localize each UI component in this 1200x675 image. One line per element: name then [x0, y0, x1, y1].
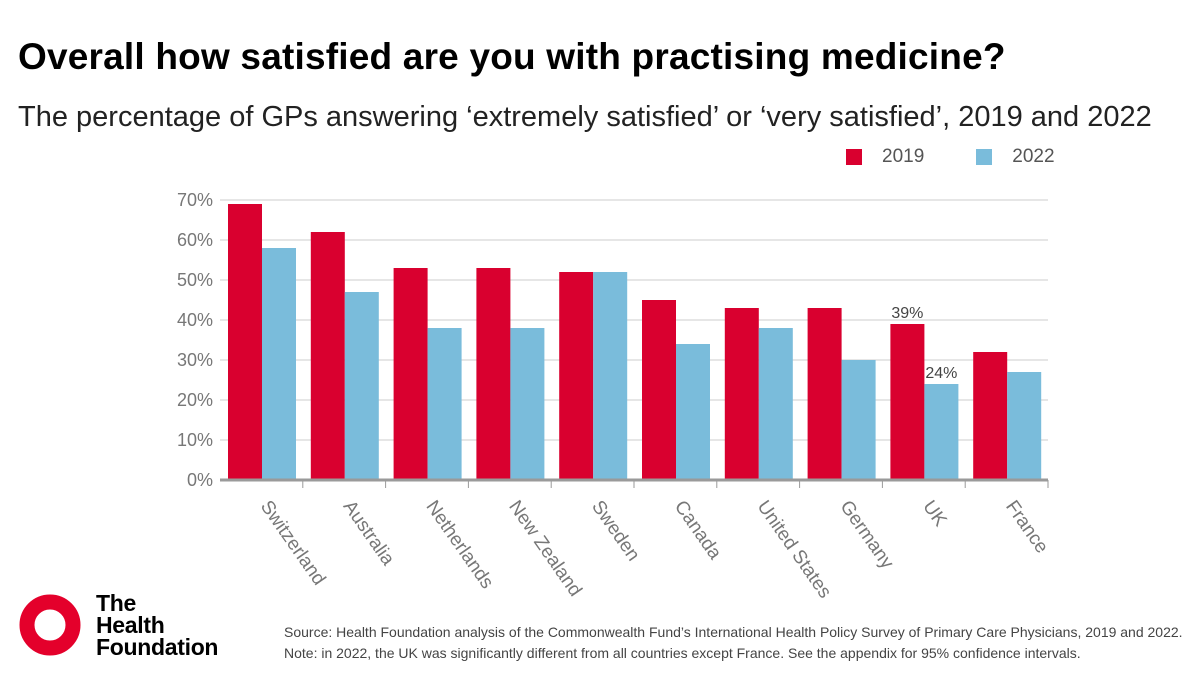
legend-swatch-2019	[846, 149, 862, 165]
data-label: 24%	[925, 365, 957, 382]
bar-2019-uk	[890, 324, 925, 480]
x-tick-label: Sweden	[587, 497, 644, 565]
x-tick-label: Germany	[836, 497, 898, 573]
y-tick-label: 50%	[177, 270, 213, 290]
data-label: 39%	[891, 305, 923, 322]
chart-title: Overall how satisfied are you with pract…	[18, 36, 1006, 77]
source-note: Source: Health Foundation analysis of th…	[284, 624, 1183, 661]
bar-2019-netherlands	[393, 268, 428, 480]
legend-item-2019: 2019	[846, 146, 924, 168]
y-tick-label: 40%	[177, 310, 213, 330]
y-tick-label: 60%	[177, 230, 213, 250]
y-tick-label: 0%	[187, 470, 213, 490]
x-tick-label: Canada	[670, 497, 726, 564]
x-tick-label: Australia	[339, 497, 399, 570]
logo-line-1: The	[96, 590, 136, 616]
y-tick-label: 10%	[177, 430, 213, 450]
bar-2022-australia	[344, 292, 379, 480]
bar-2019-switzerland	[228, 204, 262, 480]
health-foundation-logo: The Health Foundation	[18, 590, 219, 660]
y-tick-label: 70%	[177, 190, 213, 210]
chart-legend: 2019 2022	[846, 146, 1107, 168]
bar-2019-new-zealand	[476, 268, 511, 480]
x-tick-label: Netherlands	[422, 497, 498, 593]
bar-2019-sweden	[559, 272, 594, 480]
logo-wordmark: The Health Foundation	[96, 590, 219, 660]
legend-label-2022: 2022	[1012, 146, 1055, 167]
bars	[228, 204, 1042, 480]
y-tick-label: 30%	[177, 350, 213, 370]
bar-2019-australia	[310, 232, 345, 480]
bar-2022-new-zealand	[510, 328, 545, 480]
axes	[220, 478, 1049, 488]
bar-2022-netherlands	[427, 328, 462, 480]
bar-2022-sweden	[593, 272, 628, 480]
logo-ring-icon	[19, 594, 81, 656]
x-tick-label: Switzerland	[256, 497, 330, 590]
x-tick-label: France	[1001, 497, 1052, 557]
legend-item-2022: 2022	[976, 146, 1055, 168]
bar-2019-france	[973, 352, 1008, 480]
x-tick-label: UK	[918, 497, 951, 531]
x-tick-label: United States	[753, 497, 836, 602]
bar-2019-united-states	[724, 308, 759, 480]
bar-2022-germany	[841, 360, 876, 480]
bar-2019-canada	[642, 300, 676, 480]
bar-2019-germany	[807, 308, 842, 480]
legend-swatch-2022	[976, 149, 993, 165]
logo-line-3: Foundation	[96, 634, 219, 660]
legend-label-2019: 2019	[882, 146, 925, 167]
bar-2022-uk	[924, 384, 959, 480]
y-tick-label: 20%	[177, 390, 213, 410]
logo-line-2: Health	[96, 612, 165, 638]
bar-2022-switzerland	[262, 248, 296, 480]
bar-2022-france	[1007, 372, 1042, 480]
bar-2022-united-states	[758, 328, 793, 480]
chart-subtitle: The percentage of GPs answering ‘extreme…	[18, 101, 1152, 133]
x-tick-label: New Zealand	[504, 497, 585, 601]
bar-2022-canada	[676, 344, 710, 480]
